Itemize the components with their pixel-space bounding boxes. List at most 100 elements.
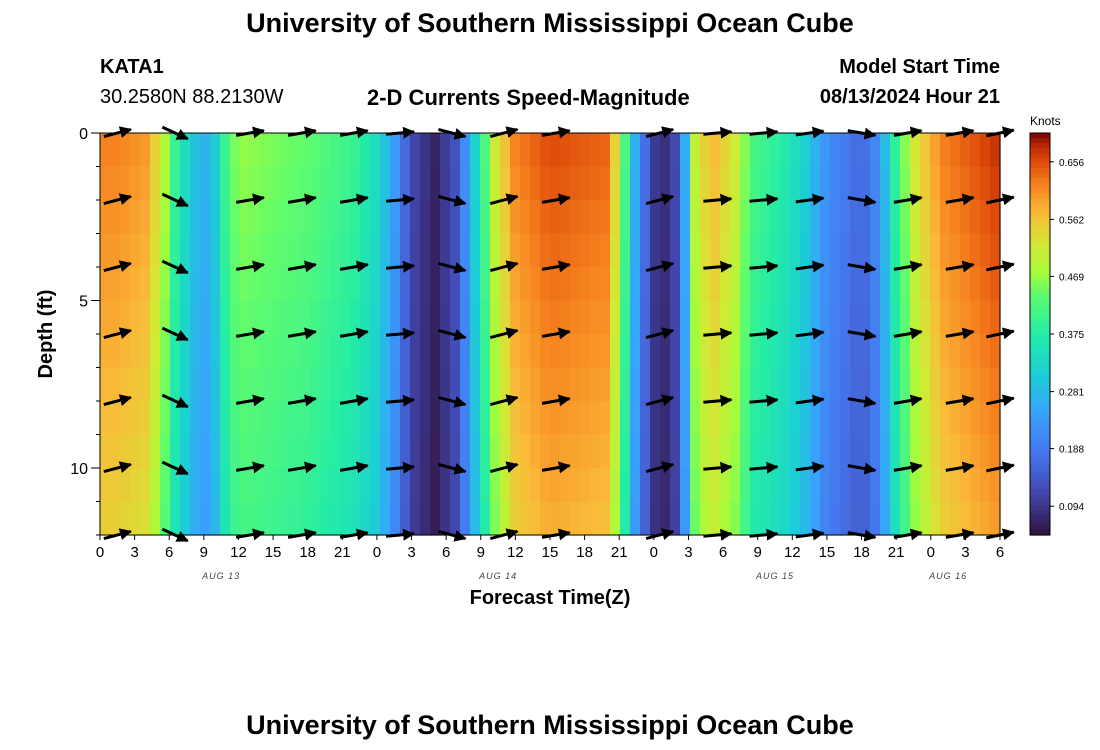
heatmap-cell (530, 334, 541, 369)
current-vector (161, 326, 189, 342)
heatmap-cell (610, 300, 621, 335)
heatmap-cell (640, 133, 651, 168)
heatmap-cell (380, 300, 391, 335)
heatmap-cell (780, 367, 791, 402)
heatmap-cell (760, 501, 771, 536)
heatmap-cell (790, 468, 801, 503)
heatmap-cell (780, 334, 791, 369)
heatmap-cell (520, 468, 531, 503)
colorbar-tick-label: 0.656 (1059, 158, 1084, 169)
heatmap-cell (480, 300, 491, 335)
heatmap-cell (110, 200, 121, 235)
heatmap-cell (400, 133, 411, 168)
heatmap-cell (380, 233, 391, 268)
heatmap-cell (340, 166, 351, 201)
heatmap-cell (220, 501, 231, 536)
heatmap-cell (720, 468, 731, 503)
heatmap-cell (180, 434, 191, 469)
colorbar-segment (1030, 344, 1050, 350)
heatmap-cell (630, 133, 641, 168)
heatmap-cell (540, 200, 551, 235)
heatmap-cell (260, 233, 271, 268)
heatmap-cell (990, 267, 1001, 302)
heatmap-cell (540, 401, 551, 436)
heatmap-cell (240, 434, 251, 469)
heatmap-cell (270, 401, 281, 436)
heatmap-cell (650, 300, 661, 335)
colorbar-segment (1030, 504, 1050, 511)
current-vector (541, 394, 571, 407)
heatmap-cell (220, 367, 231, 402)
heatmap-cell (640, 401, 651, 436)
heatmap-cell (510, 300, 521, 335)
heatmap-cell (990, 133, 1001, 168)
heatmap-cell (690, 367, 701, 402)
heatmap-cell (140, 334, 151, 369)
heatmap-cell (520, 200, 531, 235)
heatmap-cell (960, 501, 971, 536)
colorbar-segment (1030, 153, 1050, 159)
current-vector (945, 327, 975, 340)
heatmap-cell (780, 233, 791, 268)
heatmap-cell (160, 501, 171, 536)
heatmap-cell (880, 334, 891, 369)
heatmap-cell (610, 233, 621, 268)
current-vector (385, 461, 416, 474)
heatmap-cell (860, 501, 871, 536)
heatmap-cell (140, 300, 151, 335)
colorbar-segment (1030, 529, 1050, 536)
heatmap-cell (100, 200, 111, 235)
heatmap-cell (400, 334, 411, 369)
x-tick-label: 0 (927, 544, 935, 561)
heatmap-cell (660, 233, 671, 268)
heatmap-cell (680, 501, 691, 536)
heatmap-cell (440, 334, 451, 369)
heatmap-cell (930, 468, 941, 503)
heatmap-cell (130, 267, 141, 302)
heatmap-cell (850, 501, 861, 536)
heatmap-cell (540, 233, 551, 268)
heatmap-cell (660, 367, 671, 402)
heatmap-cell (510, 200, 521, 235)
heatmap-cell (410, 501, 421, 536)
heatmap-cell (170, 267, 181, 302)
plot-title: 2-D Currents Speed-Magnitude (367, 85, 690, 110)
heatmap-cell (830, 401, 841, 436)
heatmap-cell (690, 501, 701, 536)
heatmap-cell (410, 334, 421, 369)
heatmap-cell (440, 233, 451, 268)
current-vector (645, 461, 675, 474)
heatmap-cell (410, 367, 421, 402)
heatmap-cell (290, 468, 301, 503)
heatmap-cell (920, 434, 931, 469)
heatmap-cell (180, 468, 191, 503)
current-vector (161, 192, 189, 208)
heatmap-cell (800, 401, 811, 436)
heatmap-cell (250, 200, 261, 235)
heatmap-cell (530, 200, 541, 235)
heatmap-cell (600, 434, 611, 469)
heatmap-cell (370, 367, 381, 402)
heatmap-cell (190, 233, 201, 268)
heatmap-cell (750, 367, 761, 402)
heatmap-cell (900, 401, 911, 436)
colorbar-segment (1030, 459, 1050, 466)
heatmap-cell (700, 401, 711, 436)
heatmap-cell (810, 200, 821, 235)
heatmap-cell (540, 367, 551, 402)
heatmap-cell (270, 367, 281, 402)
heatmap-cell (480, 233, 491, 268)
heatmap-cell (900, 267, 911, 302)
heatmap-cell (790, 200, 801, 235)
heatmap-cell (730, 334, 741, 369)
heatmap-cell (720, 501, 731, 536)
heatmap-cell (290, 133, 301, 168)
heatmap-cell (690, 434, 701, 469)
heatmap-cell (790, 401, 801, 436)
heatmap-cell (590, 233, 601, 268)
heatmap-cell (980, 367, 991, 402)
heatmap-cell (200, 367, 211, 402)
heatmap-cell (520, 401, 531, 436)
heatmap-cell (940, 501, 951, 536)
heatmap-cell (720, 401, 731, 436)
